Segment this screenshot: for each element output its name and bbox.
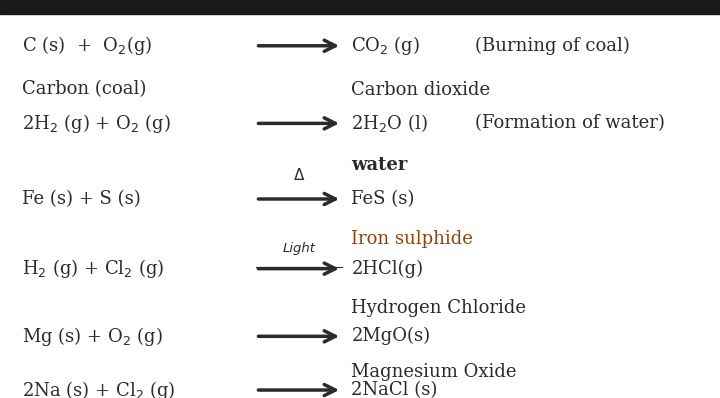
Text: Hydrogen Chloride: Hydrogen Chloride: [351, 299, 526, 318]
Text: 2NaCl (s): 2NaCl (s): [351, 381, 438, 398]
Text: Light: Light: [282, 242, 315, 255]
Text: Carbon dioxide: Carbon dioxide: [351, 80, 490, 99]
Text: CO$_{2}$ (g): CO$_{2}$ (g): [351, 34, 420, 57]
Text: (Formation of water): (Formation of water): [475, 114, 665, 133]
Text: FeS (s): FeS (s): [351, 190, 415, 208]
Text: C (s)  +  O$_{2}$(g): C (s) + O$_{2}$(g): [22, 34, 152, 57]
Text: Fe (s) + S (s): Fe (s) + S (s): [22, 190, 140, 208]
Text: H$_{2}$ (g) + Cl$_{2}$ (g): H$_{2}$ (g) + Cl$_{2}$ (g): [22, 257, 164, 280]
Text: 2HCl(g): 2HCl(g): [351, 259, 423, 278]
Text: 2H$_{2}$ (g) + O$_{2}$ (g): 2H$_{2}$ (g) + O$_{2}$ (g): [22, 112, 171, 135]
Text: Iron sulphide: Iron sulphide: [351, 230, 473, 248]
Text: Magnesium Oxide: Magnesium Oxide: [351, 363, 517, 381]
Text: 2Na (s) + Cl$_{2}$ (g): 2Na (s) + Cl$_{2}$ (g): [22, 378, 175, 398]
Text: 2MgO(s): 2MgO(s): [351, 327, 431, 345]
Text: $\Delta$: $\Delta$: [292, 167, 305, 183]
Text: 2H$_{2}$O (l): 2H$_{2}$O (l): [351, 112, 428, 135]
Text: Mg (s) + O$_{2}$ (g): Mg (s) + O$_{2}$ (g): [22, 325, 163, 348]
Text: water: water: [351, 156, 408, 174]
Text: (Burning of coal): (Burning of coal): [475, 37, 630, 55]
Bar: [0, 0, 720, 14]
Text: Carbon (coal): Carbon (coal): [22, 80, 146, 99]
